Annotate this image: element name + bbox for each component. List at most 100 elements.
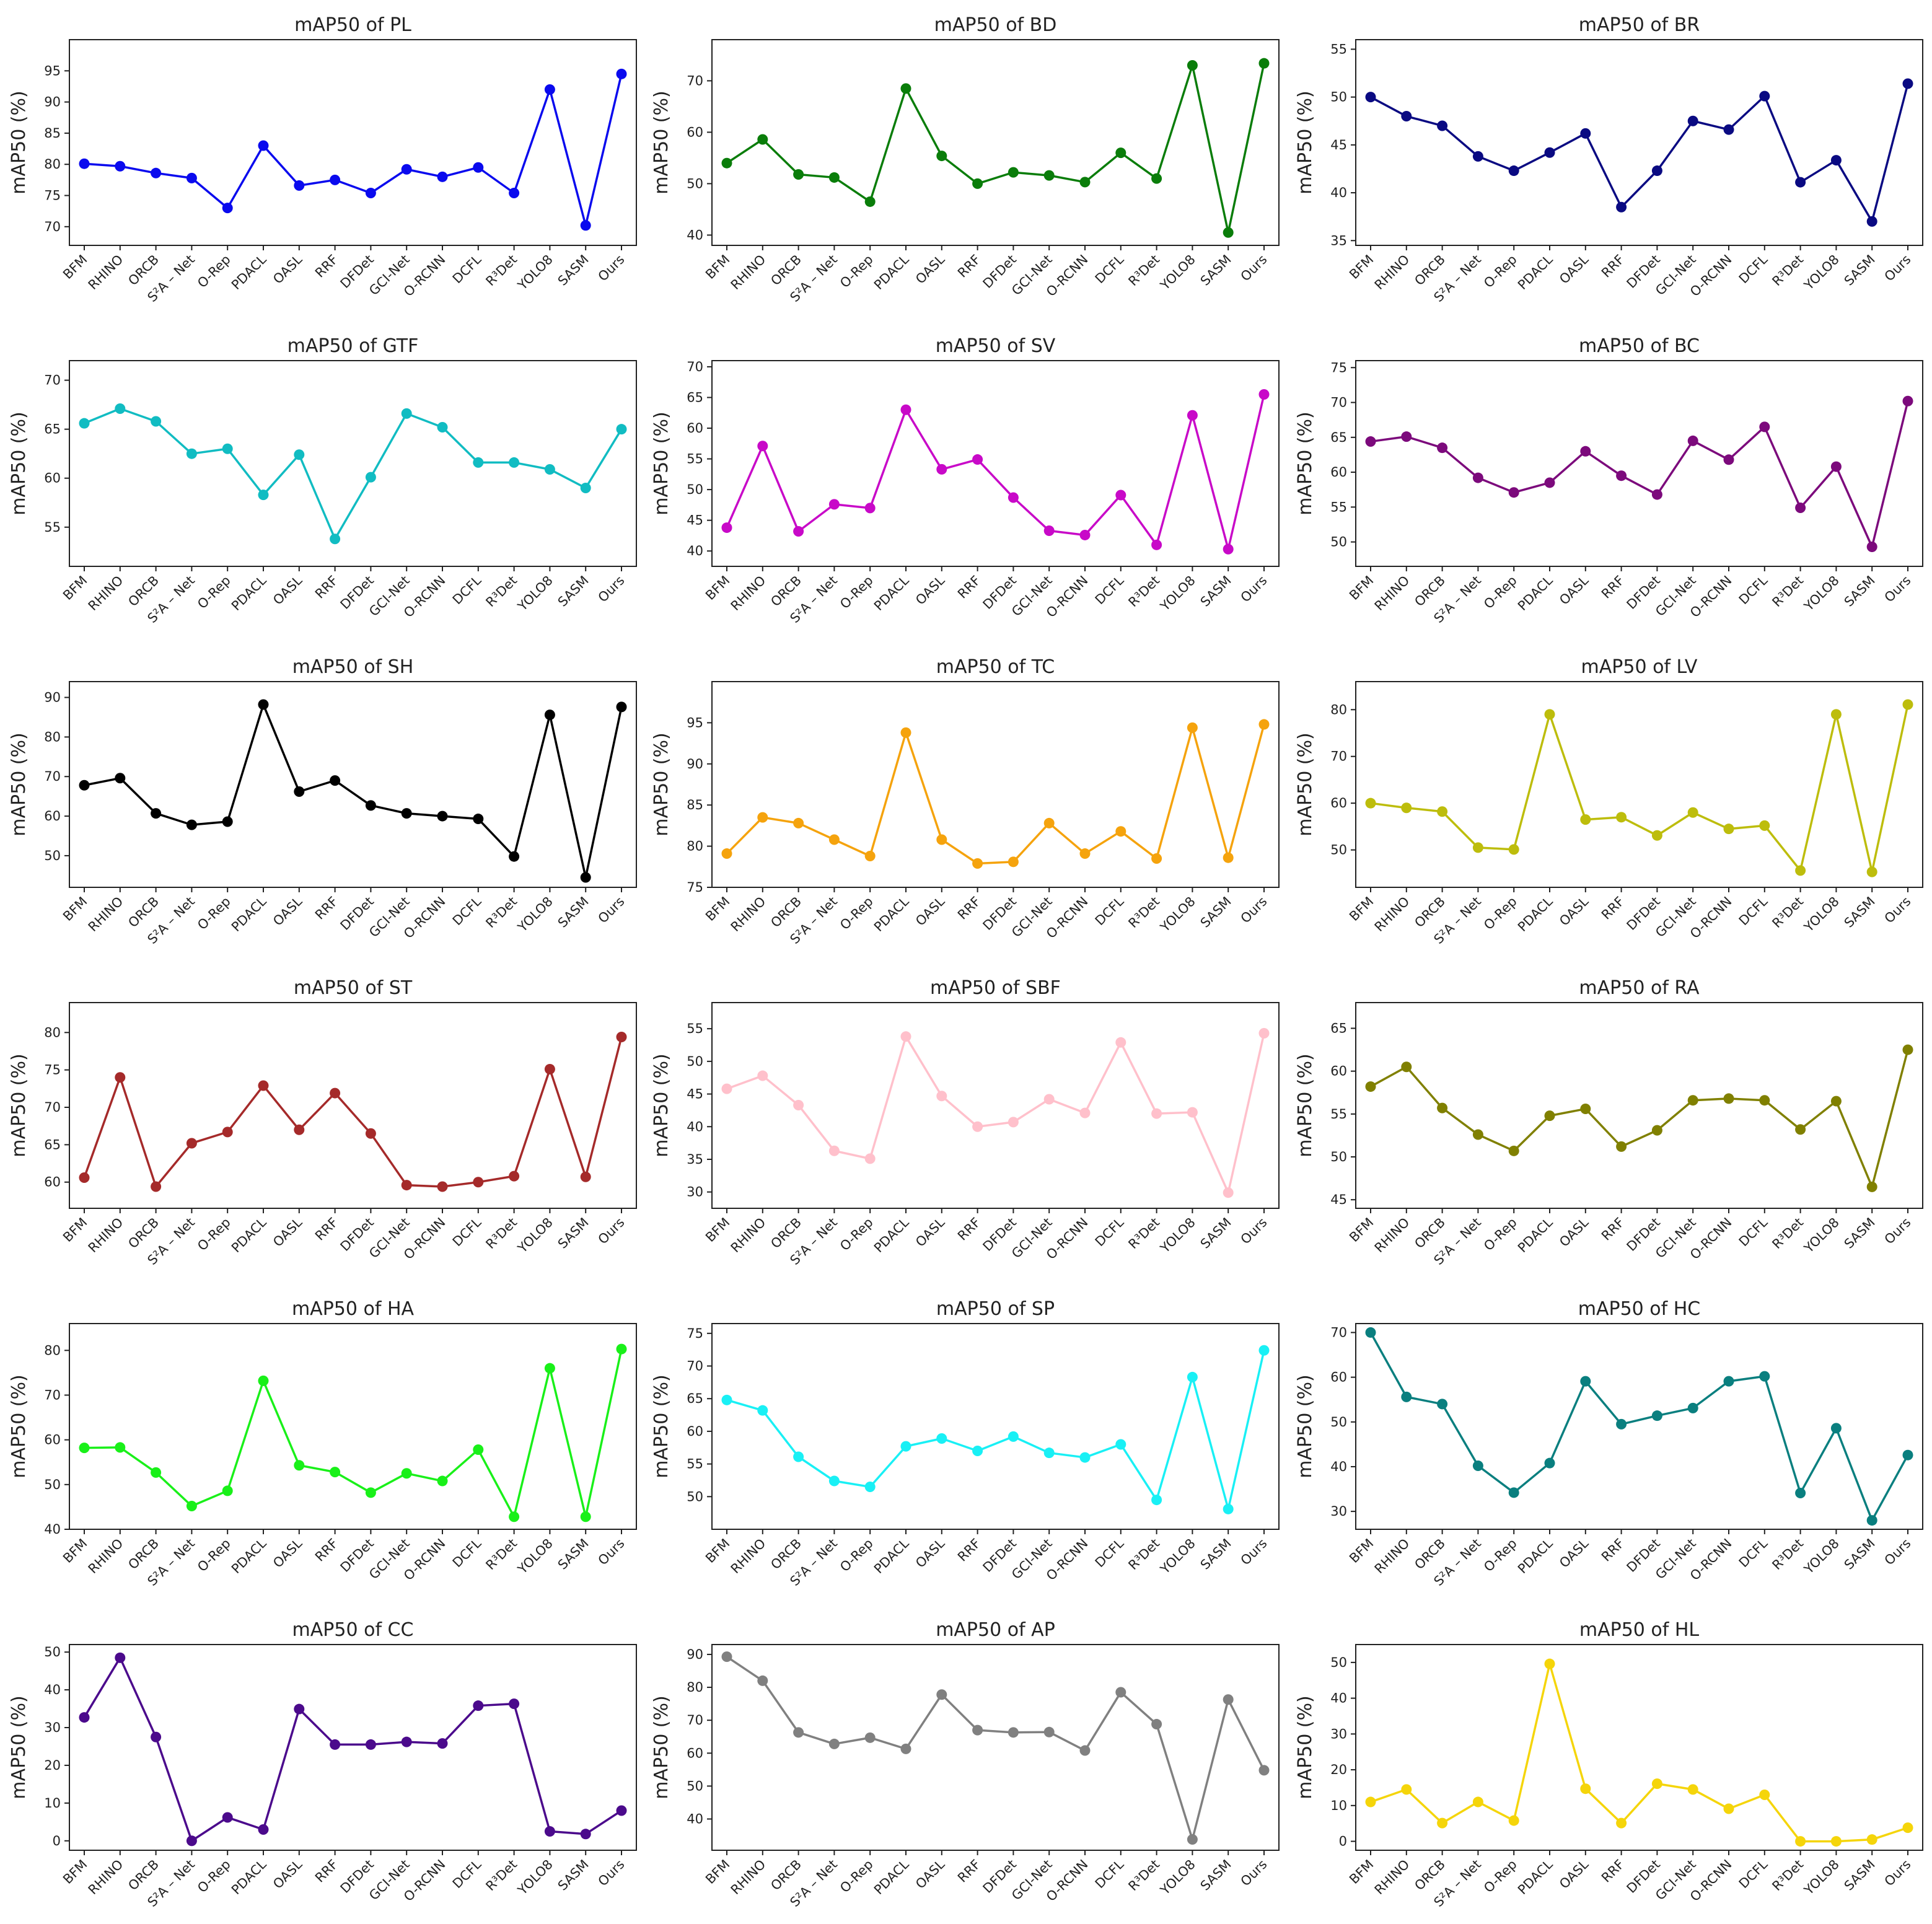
x-tick-label: RRF — [955, 573, 983, 602]
data-point — [1401, 1391, 1412, 1402]
x-tick-label: RHINO — [1372, 252, 1413, 293]
x-tick-label: O-Rep — [195, 252, 234, 291]
plot-frame — [711, 681, 1280, 888]
y-tick-label: 50 — [687, 482, 703, 497]
x-tick-label: O-Rep — [1481, 1536, 1520, 1575]
x-tick-label: OASL — [1557, 1535, 1591, 1570]
y-tick-label: 40 — [687, 1119, 703, 1134]
data-point — [1723, 824, 1734, 835]
data-point — [721, 157, 732, 169]
x-tick-label: RHINO — [86, 252, 126, 293]
x-tick-label: BFM — [703, 1536, 733, 1566]
data-point — [79, 1712, 90, 1723]
data-point — [616, 424, 627, 435]
x-tick-label: Ours — [1238, 1215, 1270, 1247]
x-tick-label: RRF — [1599, 573, 1627, 602]
data-point — [1472, 842, 1483, 853]
data-point — [79, 780, 90, 791]
data-point — [1795, 502, 1806, 513]
data-point — [1759, 820, 1770, 831]
data-point — [1151, 1495, 1162, 1506]
data-point — [509, 1171, 520, 1182]
data-point — [1472, 151, 1483, 162]
data-point — [1759, 421, 1770, 433]
data-point — [1151, 173, 1162, 184]
data-point — [1365, 436, 1376, 447]
data-point — [473, 1700, 484, 1711]
data-point — [1508, 487, 1519, 498]
x-tick-label: O-Rep — [195, 1536, 234, 1575]
data-point — [972, 178, 983, 189]
y-tick-label: 50 — [1330, 1655, 1347, 1670]
x-tick-label: RHINO — [86, 894, 126, 935]
x-tick-label: RHINO — [86, 1536, 126, 1577]
x-tick-label: RRF — [955, 252, 983, 281]
x-tick-label: RHINO — [86, 573, 126, 614]
data-point — [1866, 866, 1877, 877]
data-point — [1902, 395, 1913, 406]
data-point — [115, 1652, 126, 1663]
data-point — [757, 441, 768, 452]
y-axis-label: mAP50 (%) — [651, 1053, 672, 1157]
data-point — [616, 1343, 627, 1355]
data-point — [258, 490, 269, 501]
chart-title: mAP50 of RA — [1579, 977, 1700, 999]
data-point — [1508, 844, 1519, 855]
chart-title: mAP50 of SP — [936, 1298, 1055, 1320]
x-tick-label: PDACL — [1515, 894, 1556, 934]
data-point — [1866, 1515, 1877, 1526]
data-point — [294, 449, 305, 460]
series-line — [84, 407, 623, 540]
x-tick-label: Ours — [1882, 1215, 1914, 1247]
data-point — [544, 1363, 555, 1374]
data-point — [365, 187, 376, 198]
x-tick-label: OASL — [913, 252, 947, 286]
x-tick-label: Ours — [1882, 252, 1914, 284]
data-point — [1472, 472, 1483, 483]
data-point — [473, 1177, 484, 1188]
y-tick-label: 65 — [687, 1391, 703, 1406]
series-line — [726, 63, 1265, 234]
data-point — [616, 68, 627, 79]
x-tick-label: Ours — [595, 1857, 628, 1889]
x-tick-label: PDACL — [229, 252, 270, 292]
x-tick-label: O-Rep — [1481, 573, 1520, 612]
data-point — [1008, 492, 1019, 503]
x-tick-label: DCFL — [1736, 1215, 1771, 1249]
y-tick-label: 55 — [1330, 42, 1347, 56]
y-tick-label: 50 — [687, 1054, 703, 1069]
y-tick-label: 85 — [687, 797, 703, 812]
y-tick-label: 55 — [687, 1457, 703, 1472]
data-point — [757, 1070, 768, 1081]
x-tick-label: R³Det — [1769, 894, 1806, 931]
data-point — [580, 872, 591, 883]
x-tick-label: OASL — [913, 1535, 947, 1570]
data-point — [186, 1138, 197, 1149]
data-point — [186, 448, 197, 459]
data-point — [616, 1032, 627, 1043]
x-tick-label: R³Det — [1125, 1536, 1162, 1573]
chart-title: mAP50 of BR — [1579, 14, 1700, 36]
x-tick-label: O-Rep — [1481, 894, 1520, 933]
y-axis-label: mAP50 (%) — [651, 1695, 672, 1799]
data-point — [1830, 1423, 1842, 1434]
data-point — [222, 443, 233, 454]
series-line — [1370, 1049, 1909, 1188]
x-tick-label: Ours — [1238, 1857, 1270, 1889]
data-point — [1223, 1187, 1234, 1198]
y-axis-label: mAP50 (%) — [1294, 1374, 1316, 1478]
x-tick-label: PDACL — [229, 1856, 270, 1897]
data-point — [1365, 92, 1376, 103]
x-tick-label: PDACL — [1515, 1856, 1556, 1897]
x-tick-label: R³Det — [1125, 573, 1162, 610]
x-tick-label: R³Det — [1769, 1215, 1806, 1252]
data-point — [1651, 165, 1662, 177]
data-point — [828, 1145, 840, 1156]
data-point — [115, 160, 126, 172]
x-tick-label: BFM — [60, 894, 90, 925]
x-tick-label: Ours — [595, 894, 628, 926]
data-point — [1544, 147, 1555, 158]
x-tick-label: SASM — [1842, 1215, 1878, 1252]
